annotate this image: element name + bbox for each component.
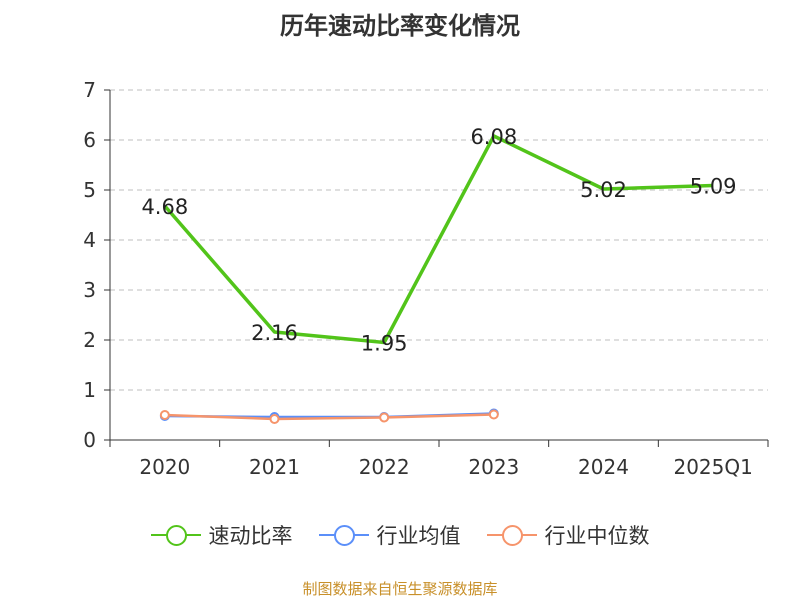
- legend-label: 行业中位数: [544, 524, 650, 548]
- data-label: 2.16: [251, 321, 298, 345]
- x-tick-label: 2022: [359, 455, 410, 479]
- y-tick-label: 6: [83, 128, 96, 152]
- y-tick-label: 2: [83, 328, 96, 352]
- chart-title: 历年速动比率变化情况: [280, 12, 520, 40]
- series-line: [163, 134, 714, 345]
- series-line: [164, 413, 494, 421]
- y-tick-label: 5: [83, 178, 96, 202]
- x-tick-label: 2023: [468, 455, 519, 479]
- y-tick-label: 0: [83, 428, 96, 452]
- x-tick-label: 2021: [249, 455, 300, 479]
- y-tick-label: 4: [83, 228, 96, 252]
- x-tick-label: 2025Q1: [673, 455, 752, 479]
- legend: 速动比率 行业均值 行业中位数: [0, 520, 800, 550]
- data-point: [379, 412, 390, 423]
- data-label: 5.02: [580, 178, 627, 202]
- x-tick-label: 2020: [139, 455, 190, 479]
- data-point: [269, 414, 280, 424]
- x-tick-label: 2024: [578, 455, 629, 479]
- data-label: 6.08: [470, 125, 517, 149]
- legend-item-industry-median[interactable]: 行业中位数: [486, 520, 650, 550]
- legend-marker-icon: [486, 524, 537, 546]
- legend-item-industry-mean[interactable]: 行业均值: [318, 520, 461, 550]
- legend-label: 行业均值: [376, 524, 461, 548]
- legend-marker-icon: [150, 524, 201, 546]
- data-label: 4.68: [141, 195, 188, 219]
- y-tick-label: 7: [83, 78, 96, 102]
- legend-item-quick-ratio[interactable]: 速动比率: [150, 520, 293, 550]
- legend-label: 速动比率: [208, 524, 293, 548]
- source-note: 制图数据来自恒生聚源数据库: [302, 580, 498, 598]
- data-label: 1.95: [361, 332, 408, 356]
- data-point: [159, 410, 170, 420]
- y-tick-label: 1: [83, 378, 96, 402]
- data-label: 5.09: [690, 175, 737, 199]
- legend-marker-icon: [318, 524, 369, 546]
- data-point: [488, 409, 499, 420]
- y-tick-label: 3: [83, 278, 96, 302]
